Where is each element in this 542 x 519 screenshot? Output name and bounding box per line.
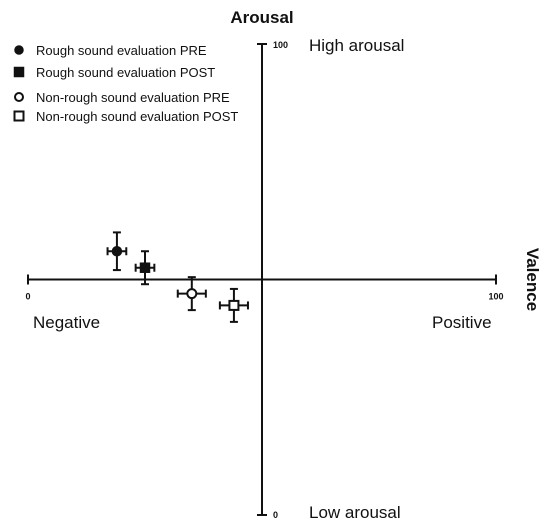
- legend-item-1: Rough sound evaluation PRE: [14, 43, 207, 58]
- data-point-2: [134, 250, 156, 286]
- legend-item-4: Non-rough sound evaluation POST: [13, 109, 238, 124]
- x-tick-label-100: 100: [488, 292, 503, 302]
- point-marker: [228, 299, 240, 311]
- legend-item-3: Non-rough sound evaluation PRE: [14, 90, 230, 105]
- point-marker: [111, 245, 123, 257]
- legend: Rough sound evaluation PRE Rough sound ev…: [13, 43, 238, 124]
- data-point-3: [176, 276, 207, 312]
- y-tick-label-100: 100: [273, 40, 288, 50]
- legend-marker: [14, 92, 24, 102]
- axes: 0 100 100 0 Arousal Valence High arousal Low ar…: [25, 8, 542, 519]
- data-point-4: [218, 287, 249, 323]
- legend-marker: [13, 66, 25, 78]
- legend-marker: [14, 45, 24, 55]
- y-axis-title: Arousal: [230, 8, 293, 27]
- legend-label: Rough sound evaluation POST: [36, 65, 215, 80]
- legend-label: Rough sound evaluation PRE: [36, 43, 207, 58]
- data-point-1: [106, 231, 128, 272]
- data-points: [106, 231, 249, 323]
- legend-label: Non-rough sound evaluation POST: [36, 109, 238, 124]
- positive-label: Positive: [432, 313, 492, 332]
- legend-item-2: Rough sound evaluation POST: [13, 65, 215, 80]
- x-axis-title: Valence: [523, 248, 542, 311]
- legend-marker: [13, 110, 25, 122]
- high-arousal-label: High arousal: [309, 36, 404, 55]
- y-tick-label-0: 0: [273, 510, 278, 519]
- point-marker: [186, 288, 198, 300]
- negative-label: Negative: [33, 313, 100, 332]
- point-marker: [139, 262, 151, 273]
- legend-label: Non-rough sound evaluation PRE: [36, 90, 230, 105]
- low-arousal-label: Low arousal: [309, 503, 401, 519]
- x-tick-label-0: 0: [25, 292, 30, 302]
